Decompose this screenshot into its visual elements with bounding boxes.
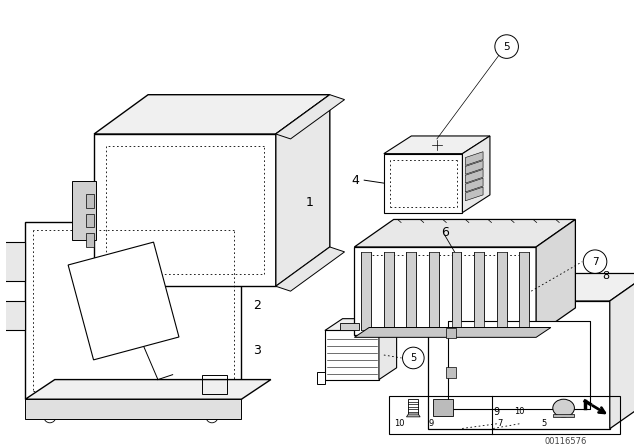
Text: 8: 8 bbox=[602, 271, 609, 281]
Text: 10: 10 bbox=[514, 408, 525, 417]
Polygon shape bbox=[26, 379, 271, 399]
Polygon shape bbox=[465, 160, 483, 174]
Text: 6: 6 bbox=[441, 226, 449, 239]
Text: 5: 5 bbox=[541, 419, 547, 428]
Polygon shape bbox=[406, 414, 420, 417]
Polygon shape bbox=[26, 222, 241, 399]
Text: 4: 4 bbox=[351, 174, 359, 187]
Polygon shape bbox=[355, 220, 575, 247]
Polygon shape bbox=[610, 273, 640, 429]
Polygon shape bbox=[276, 95, 330, 286]
Polygon shape bbox=[86, 214, 94, 227]
Polygon shape bbox=[465, 178, 483, 192]
Polygon shape bbox=[86, 233, 94, 247]
Text: 5: 5 bbox=[410, 353, 417, 363]
Polygon shape bbox=[94, 95, 330, 134]
Text: 9: 9 bbox=[493, 407, 500, 417]
Text: 1: 1 bbox=[305, 196, 313, 209]
Polygon shape bbox=[384, 252, 394, 331]
Circle shape bbox=[515, 401, 528, 415]
Circle shape bbox=[437, 402, 449, 414]
Polygon shape bbox=[497, 252, 507, 331]
Polygon shape bbox=[520, 252, 529, 331]
Polygon shape bbox=[379, 319, 397, 379]
Polygon shape bbox=[429, 252, 439, 331]
Text: 3: 3 bbox=[253, 344, 261, 357]
Polygon shape bbox=[340, 323, 359, 331]
Polygon shape bbox=[465, 187, 483, 201]
Polygon shape bbox=[465, 152, 483, 165]
Polygon shape bbox=[445, 367, 456, 378]
Text: 00116576: 00116576 bbox=[545, 436, 587, 446]
Polygon shape bbox=[463, 136, 490, 213]
Polygon shape bbox=[276, 247, 344, 291]
Polygon shape bbox=[465, 169, 483, 183]
Text: 10: 10 bbox=[394, 419, 404, 428]
Polygon shape bbox=[428, 273, 640, 301]
Polygon shape bbox=[384, 136, 490, 154]
Polygon shape bbox=[428, 301, 610, 429]
Ellipse shape bbox=[553, 399, 575, 417]
Polygon shape bbox=[355, 327, 551, 337]
Polygon shape bbox=[72, 181, 96, 240]
Polygon shape bbox=[1, 301, 26, 331]
Polygon shape bbox=[536, 220, 575, 336]
Text: 2: 2 bbox=[253, 299, 261, 312]
Polygon shape bbox=[86, 194, 94, 208]
Polygon shape bbox=[406, 252, 416, 331]
Circle shape bbox=[509, 395, 534, 421]
Text: 5: 5 bbox=[503, 42, 510, 52]
Polygon shape bbox=[1, 242, 26, 281]
Polygon shape bbox=[452, 252, 461, 331]
Polygon shape bbox=[433, 399, 452, 416]
Text: 7: 7 bbox=[592, 257, 598, 267]
Polygon shape bbox=[317, 372, 325, 384]
Polygon shape bbox=[325, 319, 397, 331]
Polygon shape bbox=[445, 327, 456, 338]
Polygon shape bbox=[355, 247, 536, 336]
Polygon shape bbox=[553, 414, 575, 417]
Text: 7: 7 bbox=[497, 419, 502, 428]
Polygon shape bbox=[384, 154, 463, 213]
Polygon shape bbox=[26, 399, 241, 419]
Polygon shape bbox=[448, 321, 590, 409]
Polygon shape bbox=[474, 252, 484, 331]
Text: 9: 9 bbox=[428, 419, 433, 428]
Polygon shape bbox=[68, 242, 179, 360]
Polygon shape bbox=[361, 252, 371, 331]
Polygon shape bbox=[276, 95, 344, 139]
Polygon shape bbox=[325, 331, 379, 379]
Polygon shape bbox=[94, 134, 276, 286]
